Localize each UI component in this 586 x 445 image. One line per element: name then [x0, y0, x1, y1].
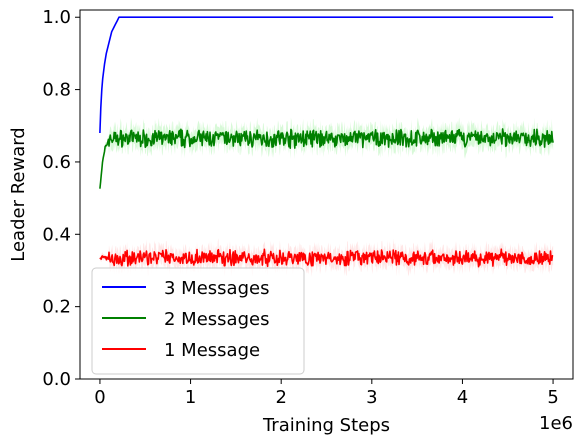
- legend-box: [91, 267, 305, 375]
- y-tick-label: 0.0: [42, 369, 71, 390]
- x-tick-label: 5: [547, 387, 558, 408]
- y-tick-label: 0.4: [42, 224, 71, 245]
- series-line: [99, 16, 554, 134]
- x-axis-label: Training Steps: [262, 415, 390, 436]
- x-tick-label: 3: [366, 387, 377, 408]
- x-tick-label: 0: [94, 387, 105, 408]
- legend-label: 1 Message: [164, 340, 260, 361]
- y-tick-label: 1.0: [42, 7, 71, 28]
- y-tick-label: 0.2: [42, 297, 71, 318]
- legend: 3 Messages 2 Messages 1 Message: [91, 267, 305, 375]
- x-tick-label: 2: [275, 387, 286, 408]
- y-tick-label: 0.6: [42, 152, 71, 173]
- series-line: [99, 128, 554, 189]
- series-line: [99, 248, 554, 268]
- axes-frame: [79, 9, 574, 380]
- y-axis-label: Leader Reward: [8, 127, 29, 261]
- legend-label: 2 Messages: [164, 309, 269, 330]
- x-tick-label: 1: [185, 387, 196, 408]
- axis-ticks: 0 1 2 3 4 5 0.0 0.2 0.4 0.6 0.8 1.0: [42, 7, 558, 408]
- confidence-band: [99, 117, 554, 192]
- y-tick-label: 0.8: [42, 80, 71, 101]
- legend-label: 3 Messages: [164, 278, 269, 299]
- x-axis-offset-label: 1e6: [539, 413, 573, 434]
- series-lines: [99, 16, 554, 268]
- x-tick-label: 4: [457, 387, 468, 408]
